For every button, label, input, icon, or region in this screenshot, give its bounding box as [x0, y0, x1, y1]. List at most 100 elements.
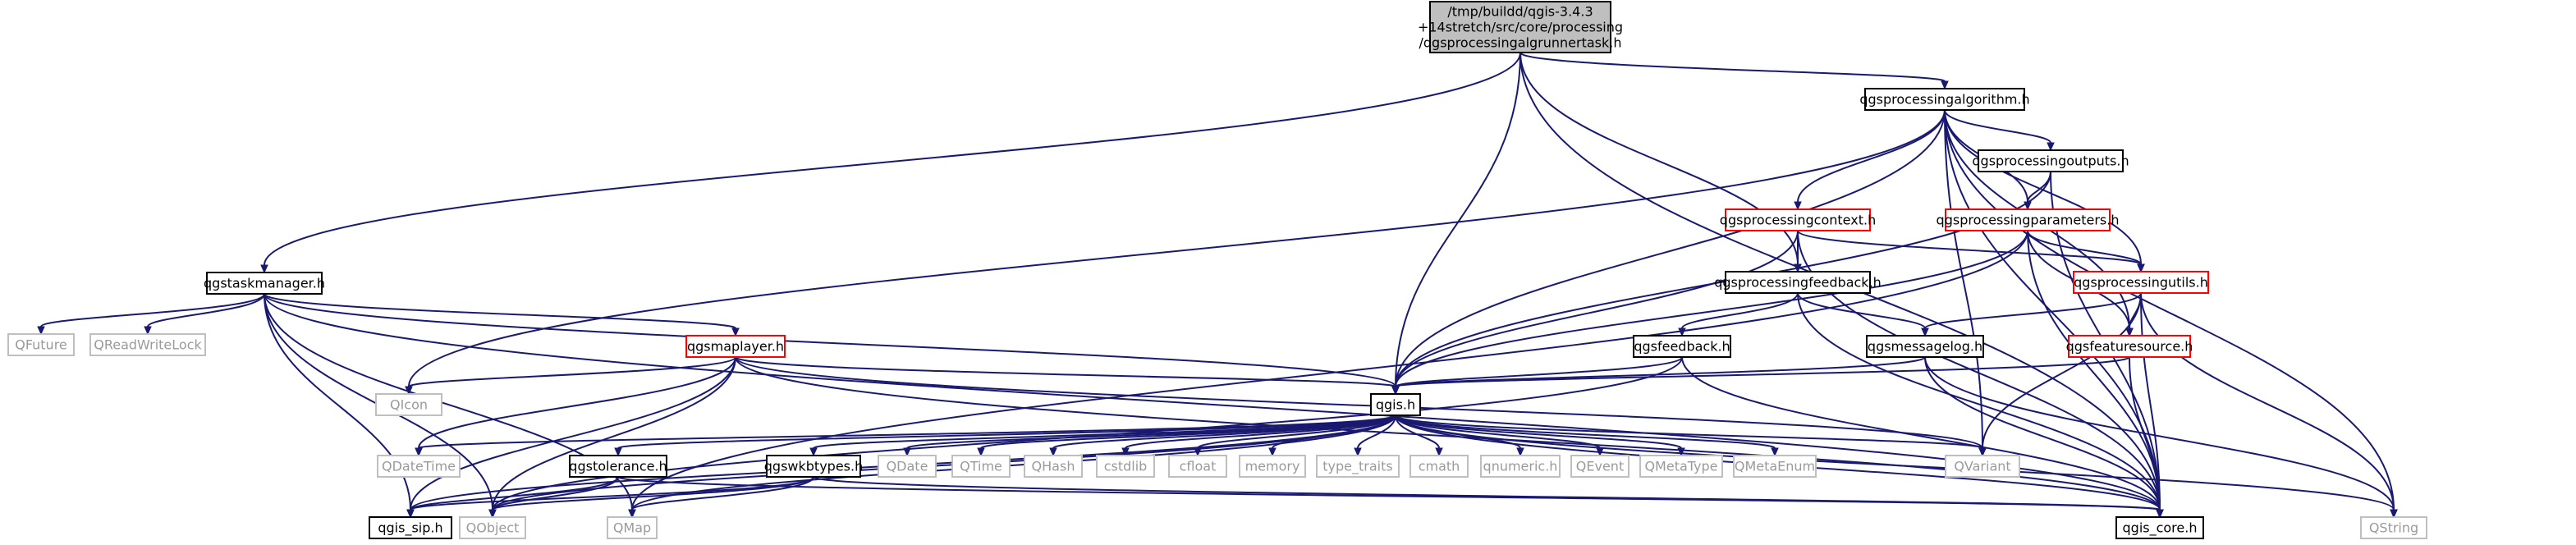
- node-qrwlock: QReadWriteLock: [89, 333, 206, 356]
- edge-msglog-to-qgiscore: [1924, 356, 2161, 511]
- node-box: [1316, 455, 1400, 478]
- node-msglog[interactable]: qgsmessagelog.h: [1866, 335, 1984, 358]
- edge-qgis-to-qevent: [1395, 414, 1601, 449]
- node-qstring: QString: [2360, 516, 2427, 539]
- node-box: [7, 333, 75, 356]
- node-label: /tmp/buildd/qgis-3.4.3: [1447, 4, 1593, 20]
- node-box: [1725, 271, 1871, 294]
- edge-context-to-utils: [1797, 230, 2142, 265]
- node-qmetaenum: QMetaEnum: [1733, 455, 1817, 478]
- edge-qgsfeedback-to-qgis: [1395, 356, 1683, 387]
- edge-qgis-to-qmetatype: [1395, 414, 1682, 449]
- edge-qgsfeedback-to-qgiscore: [1681, 356, 2161, 511]
- node-box: [2115, 516, 2204, 539]
- node-tolerance[interactable]: qgstolerance.h: [569, 455, 667, 478]
- node-box: [569, 455, 667, 478]
- node-label: qgstaskmanager.h: [204, 276, 325, 291]
- node-label: QEvent: [1576, 459, 1624, 474]
- node-label: QString: [2369, 520, 2418, 536]
- node-box: [1945, 208, 2111, 231]
- edge-arrowhead: [1677, 447, 1685, 457]
- node-qgiscore[interactable]: qgis_core.h: [2115, 516, 2204, 539]
- edge-arrowhead: [977, 447, 985, 457]
- edge-alg-to-qgiscore: [1944, 109, 2161, 511]
- edge-arrowhead: [405, 386, 413, 396]
- node-root[interactable]: /tmp/buildd/qgis-3.4.3+14stretch/src/cor…: [1418, 1, 1623, 53]
- node-box: [607, 516, 658, 539]
- node-context[interactable]: qgsprocessingcontext.h: [1720, 208, 1876, 231]
- edge-alg-to-qgis: [1395, 109, 1946, 387]
- edge-qgis-to-tolerance: [617, 414, 1396, 449]
- node-box: [1725, 208, 1871, 231]
- node-qnumeric: qnumeric.h: [1480, 455, 1561, 478]
- node-cstdlib: cstdlib: [1096, 455, 1155, 478]
- node-label: qgsmessagelog.h: [1868, 339, 1982, 355]
- node-outputs[interactable]: qgsprocessingoutputs.h: [1972, 149, 2129, 172]
- edge-arrowhead: [1049, 447, 1057, 457]
- node-memory: memory: [1239, 455, 1306, 478]
- edge-qgis-to-cstdlib: [1125, 414, 1396, 449]
- node-qgsfeedback[interactable]: qgsfeedback.h: [1633, 335, 1731, 358]
- node-label: QDate: [887, 459, 928, 474]
- node-params[interactable]: qgsprocessingparameters.h: [1937, 208, 2120, 231]
- edge-arrowhead: [1794, 263, 1802, 273]
- node-label: qgsprocessingutils.h: [2074, 275, 2208, 291]
- node-label: QFuture: [15, 337, 67, 353]
- edge-arrowhead: [2390, 509, 2398, 519]
- edge-wkbtypes-to-qmap: [631, 476, 814, 511]
- edge-qgis-to-qmetaenum: [1395, 414, 1776, 449]
- edge-qgis-to-cmath: [1395, 414, 1440, 449]
- node-box: [685, 335, 786, 358]
- edge-params-to-utils: [2027, 230, 2142, 265]
- node-box: [377, 455, 461, 478]
- node-maplayer[interactable]: qgsmaplayer.h: [685, 335, 786, 358]
- edge-tolerance-to-qobject: [492, 476, 619, 511]
- node-wkbtypes[interactable]: qgswkbtypes.h: [764, 455, 863, 478]
- node-label: QMetaType: [1644, 459, 1717, 474]
- node-box: [1239, 455, 1306, 478]
- edge-qgis-to-qvariant: [1395, 414, 1983, 449]
- node-box: [766, 455, 861, 478]
- edge-arrowhead: [415, 447, 423, 457]
- node-featsrc[interactable]: qgsfeaturesource.h: [2066, 335, 2193, 358]
- edge-arrowhead: [1921, 327, 1929, 337]
- node-box: [2360, 516, 2427, 539]
- node-qgis[interactable]: qgis.h: [1370, 393, 1421, 416]
- node-box: [1024, 455, 1083, 478]
- node-box: [1429, 1, 1611, 53]
- node-alg[interactable]: qgsprocessingalgorithm.h: [1859, 88, 2030, 111]
- edge-outputs-to-params: [2027, 171, 2051, 203]
- node-box: [1978, 149, 2124, 172]
- node-feedback_p[interactable]: qgsprocessingfeedback.h: [1714, 271, 1882, 294]
- edge-taskmgr-to-maplayer: [264, 293, 736, 329]
- node-box: [1168, 455, 1227, 478]
- node-box: [1480, 455, 1561, 478]
- node-label: QVariant: [1954, 459, 2010, 474]
- edge-arrowhead: [260, 264, 268, 274]
- node-box: [878, 455, 937, 478]
- edge-arrowhead: [731, 327, 740, 337]
- edge-tolerance-to-qgissip: [410, 476, 619, 511]
- edge-maplayer-to-qgis: [735, 356, 1396, 387]
- edge-maplayer-to-qobject: [492, 356, 736, 511]
- edge-taskmgr-to-qfuture: [40, 293, 265, 327]
- edge-arrowhead: [628, 509, 636, 519]
- node-qhash: QHash: [1024, 455, 1083, 478]
- edge-arrowhead: [614, 447, 622, 457]
- node-label: qgstolerance.h: [569, 459, 667, 474]
- edge-root-to-feedback_p: [1519, 52, 1799, 265]
- node-label: qgsprocessingcontext.h: [1720, 213, 1876, 228]
- node-box: [951, 455, 1011, 478]
- edge-featsrc-to-qgiscore: [2129, 356, 2161, 511]
- node-label: qgsfeaturesource.h: [2066, 339, 2193, 355]
- edge-maplayer-to-qgiscore: [735, 356, 2161, 511]
- node-box: [89, 333, 206, 356]
- node-taskmgr[interactable]: qgstaskmanager.h: [204, 272, 325, 295]
- edge-arrowhead: [1516, 447, 1524, 457]
- edge-params-to-qmap: [631, 230, 2028, 511]
- node-qgissip[interactable]: qgis_sip.h: [369, 516, 452, 539]
- edge-arrowhead: [2047, 142, 2055, 152]
- edge-alg-to-qvariant: [1944, 109, 1983, 449]
- node-utils[interactable]: qgsprocessingutils.h: [2073, 271, 2209, 294]
